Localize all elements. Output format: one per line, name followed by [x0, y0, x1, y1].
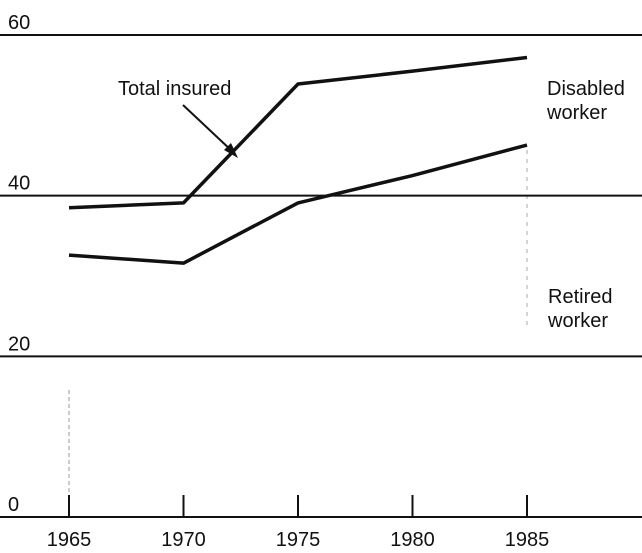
- y-tick-label: 60: [8, 12, 30, 34]
- series-line: [68, 55, 528, 210]
- x-tick-label: 1970: [161, 529, 206, 551]
- y-tick-label: 20: [8, 333, 30, 355]
- series-line: [68, 143, 528, 265]
- x-tick-label: 1975: [276, 529, 321, 551]
- x-tick-label: 1980: [390, 529, 435, 551]
- x-tick-label: 1965: [47, 529, 92, 551]
- arrow-head: [224, 143, 238, 158]
- x-tick-label: 1985: [505, 529, 550, 551]
- arrow: [182, 104, 234, 153]
- y-tick-label: 0: [8, 494, 19, 516]
- annotation: Disabled worker: [547, 78, 625, 124]
- series-label: Total insured: [118, 78, 232, 100]
- y-tick-label: 40: [8, 173, 30, 195]
- series-label: Retired worker: [548, 286, 613, 332]
